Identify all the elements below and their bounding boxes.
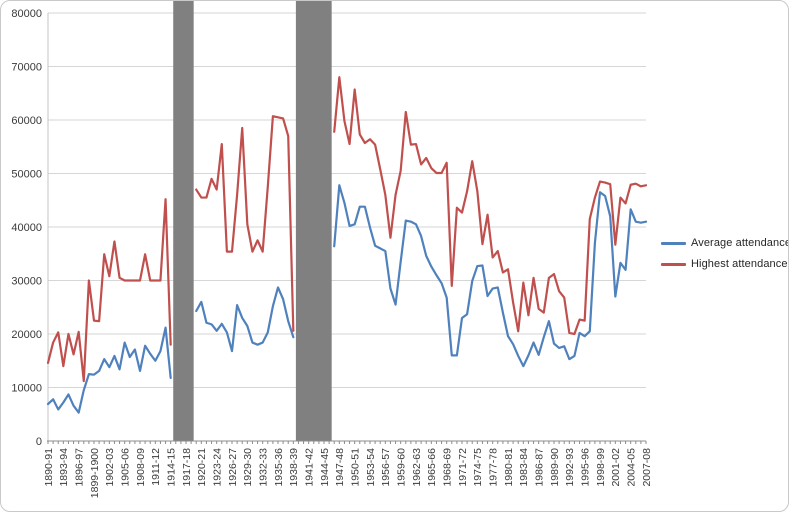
x-axis-label: 1938-39 — [288, 448, 300, 487]
x-axis-label: 1998-99 — [595, 448, 607, 487]
x-axis-label: 1974-75 — [472, 448, 484, 487]
x-axis-label: 1890-91 — [43, 448, 55, 487]
average-attendance-line — [195, 286, 295, 353]
no-data-band — [295, 1, 332, 441]
x-axis-label: 2001-02 — [610, 448, 622, 487]
legend-item-highest: Highest attendance — [661, 258, 788, 270]
x-axis-label: 1944-45 — [319, 448, 331, 487]
x-axis-label: 1929-30 — [242, 448, 254, 487]
x-axis-label: 1932-33 — [257, 448, 269, 487]
x-axis-label: 2004-05 — [625, 448, 637, 487]
average-attendance-line — [333, 184, 648, 368]
x-axis-label: 1947-48 — [334, 448, 346, 487]
x-axis-label: 1995-96 — [579, 448, 591, 487]
highest-line-swatch — [661, 262, 686, 266]
y-axis-label: 0 — [36, 436, 42, 448]
x-axis-label: 1953-54 — [365, 448, 377, 487]
x-axis-label: 1956-57 — [380, 448, 392, 487]
y-axis-label: 50000 — [11, 169, 42, 181]
x-axis-label: 1911-12 — [150, 448, 162, 486]
x-axis-label: 1977-78 — [487, 448, 499, 487]
x-axis-label: 1968-69 — [441, 448, 453, 487]
x-axis-label: 1971-72 — [457, 448, 469, 487]
x-axis-label: 1899-1900 — [89, 448, 101, 498]
legend: Average attendance Highest attendance — [661, 237, 789, 270]
y-axis-label: 20000 — [11, 329, 42, 341]
x-axis-label: 1989-90 — [549, 448, 561, 487]
x-axis-label: 1917-18 — [181, 448, 193, 487]
x-axis-label: 1902-03 — [104, 448, 116, 487]
x-axis-label: 1935-36 — [273, 448, 285, 487]
highest-attendance-line — [195, 115, 295, 332]
y-axis-label: 40000 — [11, 222, 42, 234]
y-axis-label: 70000 — [11, 62, 42, 74]
x-axis-label: 1959-60 — [395, 448, 407, 487]
x-axis-label: 2007-08 — [641, 448, 653, 487]
x-axis-label: 1992-93 — [564, 448, 576, 487]
legend-label-highest: Highest attendance — [691, 258, 788, 270]
x-axis-label: 1941-42 — [303, 448, 315, 487]
y-axis-label: 30000 — [11, 276, 42, 288]
average-attendance-line — [46, 326, 172, 414]
x-axis-label: 1893-94 — [58, 448, 70, 487]
no-data-band — [173, 1, 194, 441]
x-axis-label: 1986-87 — [533, 448, 545, 487]
y-axis-label: 10000 — [11, 383, 42, 395]
y-axis-label: 80000 — [11, 8, 42, 20]
highest-attendance-line — [333, 76, 648, 336]
x-axis-label: 1920-21 — [196, 448, 208, 487]
x-axis-label: 1980-81 — [503, 448, 515, 487]
y-axis-label: 60000 — [11, 115, 42, 127]
x-axis-label: 1905-06 — [119, 448, 131, 487]
x-axis-label: 1965-66 — [426, 448, 438, 487]
x-axis-label: 1962-63 — [411, 448, 423, 487]
x-axis-label: 1926-27 — [227, 448, 239, 487]
legend-label-average: Average attendance — [691, 237, 789, 249]
x-axis-label: 1908-09 — [135, 448, 147, 487]
x-axis-label: 1914-15 — [165, 448, 177, 487]
x-axis-label: 1923-24 — [211, 448, 223, 487]
x-axis-label: 1950-51 — [349, 448, 361, 487]
x-axis-label: 1983-84 — [518, 448, 530, 487]
x-axis-label: 1896-97 — [73, 448, 85, 487]
average-line-swatch — [661, 241, 686, 245]
legend-item-average: Average attendance — [661, 237, 789, 249]
highest-attendance-line — [46, 198, 172, 383]
